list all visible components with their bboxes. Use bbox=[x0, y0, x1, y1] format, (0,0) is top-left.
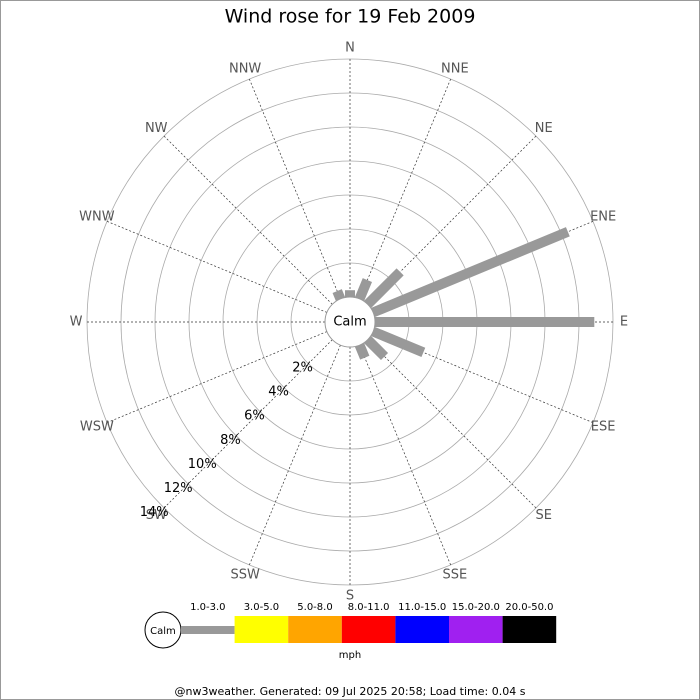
r-tick-label: 2% bbox=[292, 361, 313, 376]
direction-label: NNW bbox=[229, 61, 261, 76]
legend-label: 3.0-5.0 bbox=[244, 602, 279, 613]
direction-label: SSE bbox=[442, 568, 467, 583]
legend-calm-label: Calm bbox=[150, 626, 176, 637]
bar bbox=[354, 343, 370, 360]
r-tick-label: 4% bbox=[268, 385, 289, 400]
legend-swatch bbox=[395, 616, 449, 643]
legend-swatch bbox=[234, 616, 289, 643]
bar bbox=[364, 268, 404, 308]
direction-label: S bbox=[346, 589, 354, 604]
bar bbox=[332, 289, 346, 301]
direction-label: NNE bbox=[441, 61, 469, 76]
r-tick-label: 8% bbox=[220, 433, 241, 448]
legend-label: 15.0-20.0 bbox=[452, 602, 500, 613]
direction-label: W bbox=[70, 315, 83, 330]
direction-label: ESE bbox=[591, 419, 616, 434]
bar bbox=[354, 278, 372, 301]
direction-label: E bbox=[620, 315, 628, 330]
direction-label: WSW bbox=[80, 419, 114, 434]
direction-label: NE bbox=[535, 121, 553, 136]
legend-label: 8.0-11.0 bbox=[348, 602, 390, 613]
r-tick-label: 12% bbox=[164, 481, 193, 496]
r-tick-label: 10% bbox=[188, 457, 217, 472]
legend-label: 5.0-8.0 bbox=[297, 602, 332, 613]
legend-swatch bbox=[449, 616, 503, 643]
legend-swatch bbox=[341, 616, 396, 643]
footer: @nw3weather. Generated: 09 Jul 2025 20:5… bbox=[175, 685, 526, 698]
direction-label: SW bbox=[146, 508, 167, 523]
bar bbox=[371, 227, 570, 318]
direction-label: N bbox=[345, 41, 355, 56]
direction-label: ENE bbox=[590, 210, 616, 225]
legend-swatch bbox=[288, 616, 342, 643]
chart-title: Wind rose for 19 Feb 2009 bbox=[225, 6, 476, 28]
calm-circle bbox=[324, 296, 376, 348]
direction-label: NW bbox=[145, 121, 168, 136]
legend-label: 11.0-15.0 bbox=[398, 602, 446, 613]
legend-swatch bbox=[502, 616, 557, 643]
r-tick-label: 14% bbox=[140, 505, 169, 520]
direction-label: SE bbox=[536, 508, 552, 523]
unit-label: mph bbox=[339, 650, 361, 661]
legend-label: 1.0-3.0 bbox=[190, 602, 225, 613]
r-tick-label: 6% bbox=[244, 409, 265, 424]
bar bbox=[364, 336, 389, 361]
legend-label: 20.0-50.0 bbox=[505, 602, 553, 613]
direction-label: SSW bbox=[230, 568, 260, 583]
calm-label: Calm bbox=[333, 315, 366, 330]
bar bbox=[371, 326, 426, 358]
legend-swatch bbox=[181, 626, 235, 634]
direction-label: WNW bbox=[79, 210, 115, 225]
